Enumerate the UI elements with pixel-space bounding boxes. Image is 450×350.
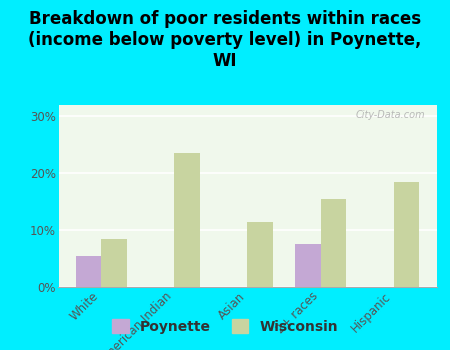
Bar [394,182,419,287]
Bar [295,244,320,287]
Bar [320,199,346,287]
Bar [76,256,101,287]
Bar [101,239,127,287]
Bar [248,222,273,287]
Text: City-Data.com: City-Data.com [356,111,425,120]
Legend: Poynette, Wisconsin: Poynette, Wisconsin [107,314,343,340]
Text: Breakdown of poor residents within races
(income below poverty level) in Poynett: Breakdown of poor residents within races… [28,10,422,70]
Bar [175,153,200,287]
